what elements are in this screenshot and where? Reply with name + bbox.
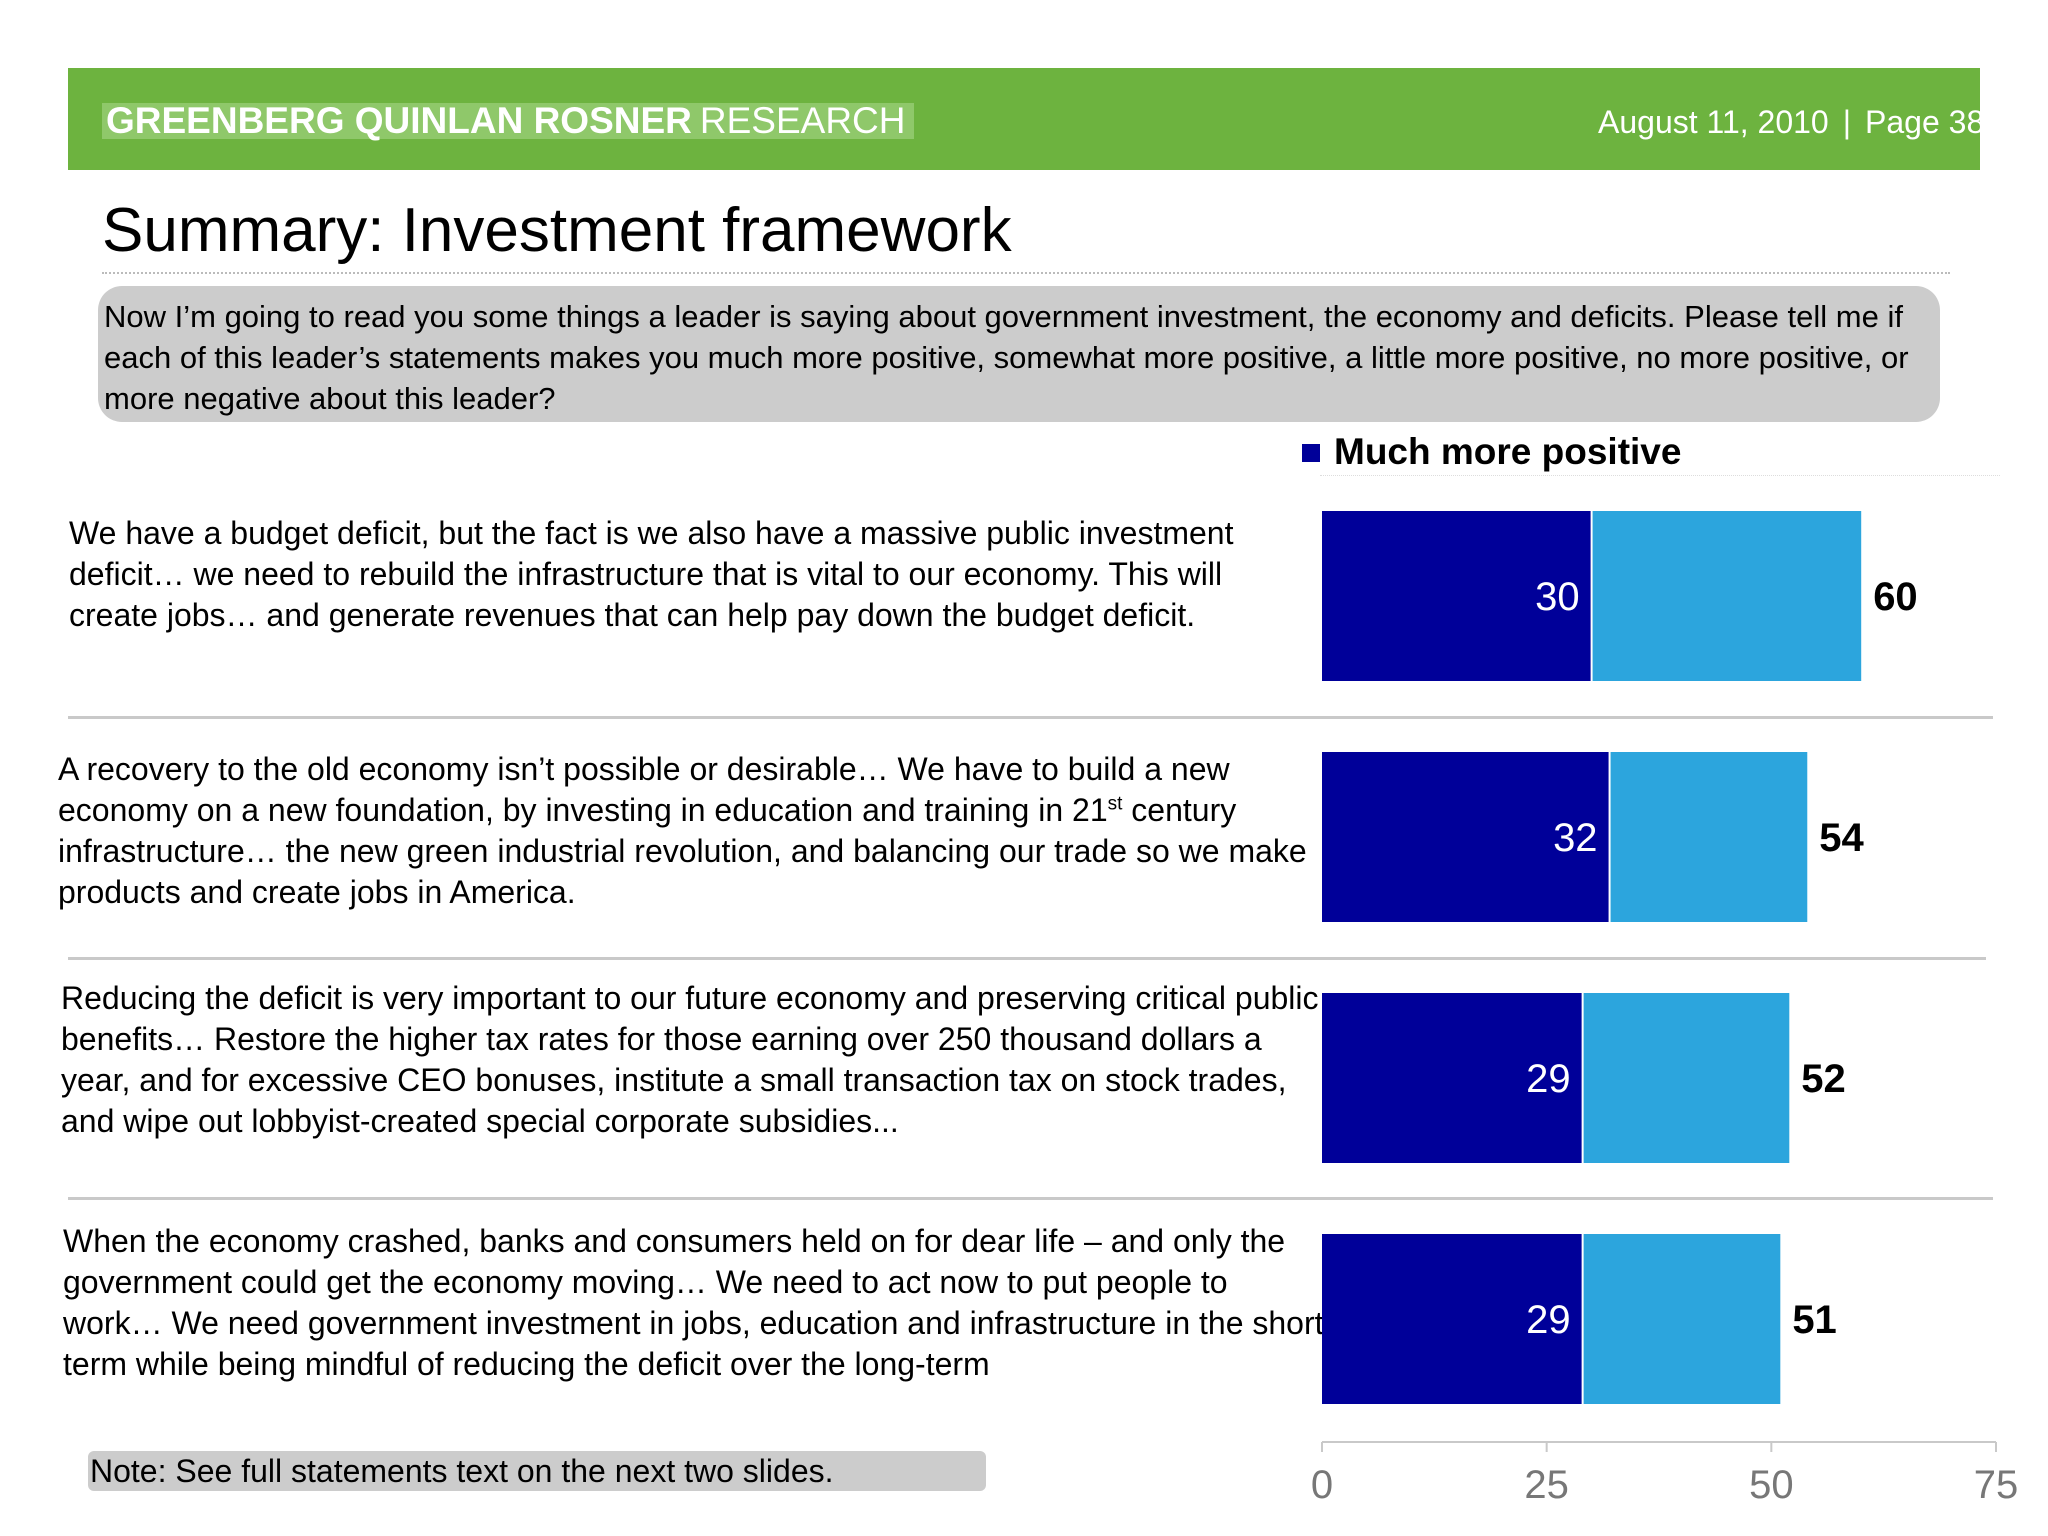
chart-legend: Much more positive xyxy=(1302,430,1681,474)
brand-logo: GREENBERG QUINLAN ROSNER RESEARCH xyxy=(102,100,914,141)
statement-2-text: A recovery to the old economy isn’t poss… xyxy=(58,751,1230,828)
value-label-total-positive: 54 xyxy=(1819,816,1864,860)
question-box: Now I’m going to read you some things a … xyxy=(98,286,1940,422)
report-date: August 11, 2010 xyxy=(1598,104,1829,140)
bar-much-more-positive xyxy=(1322,1234,1583,1404)
value-label-total-positive: 52 xyxy=(1801,1057,1846,1101)
x-tick-label: 25 xyxy=(1524,1463,1569,1507)
value-label-much-more-positive: 30 xyxy=(1535,575,1580,619)
header-bar: GREENBERG QUINLAN ROSNER RESEARCH August … xyxy=(68,68,1980,170)
x-tick-label: 75 xyxy=(1974,1463,2019,1507)
value-label-much-more-positive: 32 xyxy=(1553,816,1598,860)
legend-divider xyxy=(1320,475,2000,476)
statement-1: We have a budget deficit, but the fact i… xyxy=(69,515,1234,633)
header-separator: | xyxy=(1842,104,1852,140)
row-divider xyxy=(68,1197,1993,1200)
value-label-total-positive: 51 xyxy=(1792,1298,1837,1342)
bar-much-more-positive xyxy=(1322,752,1610,922)
value-label-total-positive: 60 xyxy=(1873,575,1918,619)
statement-2-superscript: st xyxy=(1107,793,1123,815)
title-divider xyxy=(102,272,1950,274)
page-title: Summary: Investment framework xyxy=(102,196,1012,265)
page-number: Page 38 xyxy=(1865,104,1980,140)
x-tick-label: 50 xyxy=(1749,1463,1794,1507)
value-label-much-more-positive: 29 xyxy=(1526,1298,1571,1342)
row-divider xyxy=(68,957,1986,960)
statement-4: When the economy crashed, banks and cons… xyxy=(63,1223,1324,1382)
statement-2-text-end: century infrastructure… the new green in… xyxy=(58,792,1307,910)
legend-swatch xyxy=(1302,444,1320,462)
row-divider xyxy=(68,716,1993,719)
footnote: Note: See full statements text on the ne… xyxy=(88,1451,986,1491)
statement-3: Reducing the deficit is very important t… xyxy=(61,980,1319,1139)
value-label-much-more-positive: 29 xyxy=(1526,1057,1571,1101)
bar-much-more-positive xyxy=(1322,511,1592,681)
statement-2: A recovery to the old economy isn’t poss… xyxy=(58,749,1328,913)
x-tick-label: 0 xyxy=(1311,1463,1333,1507)
legend-label: Much more positive xyxy=(1334,431,1682,472)
bar-much-more-positive xyxy=(1322,993,1583,1163)
brand-name: GREENBERG QUINLAN ROSNER xyxy=(106,100,692,141)
brand-research: RESEARCH xyxy=(699,100,906,141)
header-info: August 11, 2010 | Page 38 xyxy=(1598,104,1980,141)
